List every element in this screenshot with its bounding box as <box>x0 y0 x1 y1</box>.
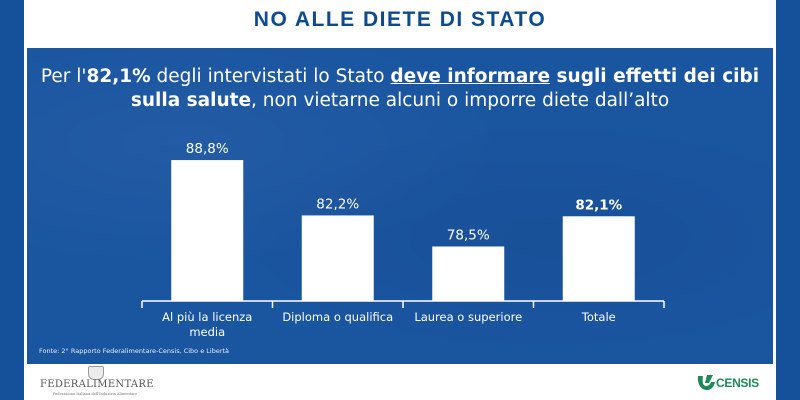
federalimentare-logo: FEDERALIMENTARE Federazione Italiana del… <box>40 366 154 400</box>
bar <box>301 215 374 301</box>
bar <box>562 216 635 301</box>
category-label: Al più la licenza <box>162 310 252 324</box>
headline-bold-value: 82,1% <box>86 66 151 87</box>
bar-value-label: 88,8% <box>186 141 229 157</box>
federalimentare-subtitle: Federazione Italiana dell'Industria Alim… <box>52 392 138 396</box>
page-title: NO ALLE DIETE DI STATO <box>253 8 547 31</box>
bar-value-label: 78,5% <box>447 227 490 243</box>
bar <box>432 246 505 301</box>
chart-panel: Per l'82,1% degli intervistati lo Stato … <box>27 48 773 364</box>
category-label: Laurea o superiore <box>414 310 522 324</box>
bar <box>171 160 244 301</box>
censis-mark-icon <box>697 375 715 390</box>
headline-part1: Per l' <box>40 66 87 87</box>
censis-logo: CENSIS <box>695 370 765 394</box>
right-border <box>776 0 800 400</box>
left-border <box>0 0 24 400</box>
headline-underlined: deve informare <box>390 66 551 87</box>
bar-value-label: 82,2% <box>316 196 359 212</box>
headline-bold-after: sugli effetti dei cibi <box>550 66 760 87</box>
category-label: Totale <box>581 310 616 324</box>
federalimentare-emblem-icon <box>88 366 104 380</box>
category-label: Diploma o qualifica <box>282 310 393 324</box>
headline-part2: degli intervistati lo Stato <box>150 66 391 87</box>
censis-name: CENSIS <box>716 376 759 390</box>
headline-part3: , non vietarne alcuni o imporre diete da… <box>251 90 670 111</box>
category-label: media <box>189 325 225 339</box>
federalimentare-name: FEDERALIMENTARE <box>40 379 154 390</box>
source-note: Fonte: 2° Rapporto Federalimentare-Censi… <box>39 347 230 355</box>
headline-bold-line2: sulla salute <box>130 90 252 111</box>
bar-value-label: 82,1% <box>575 197 622 213</box>
headline: Per l'82,1% degli intervistati lo Stato … <box>27 65 773 113</box>
